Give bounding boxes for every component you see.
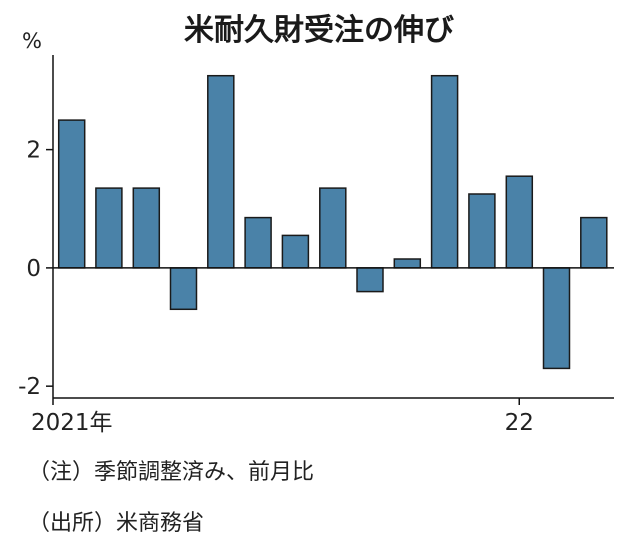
- y-tick-label: 0: [26, 256, 41, 282]
- chart: 米耐久財受注の伸び % 2 0 -2 2021年 22: [18, 13, 614, 436]
- y-ticks: 2 0 -2: [18, 138, 53, 400]
- bar-2021-06: [244, 216, 272, 269]
- x-ticks: 2021年 22: [31, 398, 534, 436]
- y-tick-label: -2: [18, 374, 41, 400]
- bar-2022-03: [580, 216, 608, 269]
- bar-2021-02: [95, 187, 123, 269]
- bar-2021-10: [393, 258, 422, 269]
- y-tick-label: 2: [26, 138, 41, 164]
- bar-2021-08: [319, 187, 347, 269]
- bar-2021-07: [281, 234, 310, 269]
- bar-2022-01: [505, 175, 534, 269]
- bar-2021-11: [430, 74, 459, 269]
- unit-label: %: [22, 29, 42, 53]
- bar-2021-05: [207, 74, 235, 269]
- x-tick-label: 22: [505, 410, 534, 436]
- bars-group: [57, 74, 608, 370]
- bar-2021-01: [57, 119, 86, 269]
- bar-2022-02: [542, 267, 571, 370]
- x-tick-label: 2021年: [31, 410, 113, 436]
- bar-2021-03: [132, 187, 161, 269]
- bar-2021-09: [356, 267, 384, 293]
- bar-2021-04: [169, 267, 198, 311]
- bar-2021-12: [468, 193, 496, 269]
- chart-title: 米耐久財受注の伸び: [184, 13, 454, 48]
- note-source: （出所）米商務省: [28, 511, 205, 536]
- note-seasonal-adjustment: （注）季節調整済み、前月比: [28, 460, 315, 485]
